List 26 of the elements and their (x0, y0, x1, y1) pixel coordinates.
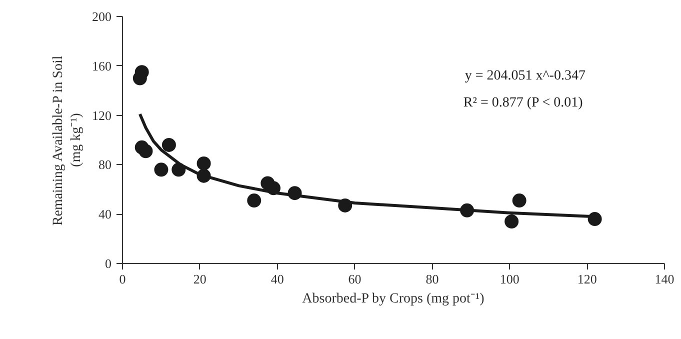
y-tick-label: 200 (92, 9, 112, 24)
y-tick-label: 160 (92, 58, 112, 74)
point (504, 214, 519, 228)
x-tick-label: 120 (577, 272, 597, 286)
y-tick-label: 80 (98, 157, 112, 172)
x-tick-label: 100 (500, 272, 520, 286)
point (162, 138, 176, 152)
x-tick-label: 140 (654, 272, 674, 286)
point (154, 162, 168, 177)
y-tick-label: 40 (98, 206, 112, 222)
x-tick-label: 80 (426, 272, 439, 286)
point (512, 194, 526, 208)
point (196, 156, 211, 170)
annotation: y = 204.051 x^-0.347 (464, 68, 586, 84)
point (138, 144, 153, 158)
y-tick-label: 0 (105, 256, 112, 271)
x-tick-label: 40 (270, 272, 284, 286)
x-tick-label: 60 (348, 272, 362, 286)
point (247, 194, 262, 208)
annotation: R² = 0.877 (P < 0.01) (463, 95, 584, 110)
x-axis-title: Absorbed-P by Crops (mg pot⁻¹) (302, 292, 485, 306)
x-tick-label: 20 (193, 272, 206, 286)
x-tick-label: 0 (119, 272, 126, 286)
point (132, 71, 147, 86)
y-axis-title: Remaining Available-P in Soil (mg kg⁻¹) (51, 56, 84, 226)
y-tick-label: 120 (92, 108, 112, 123)
